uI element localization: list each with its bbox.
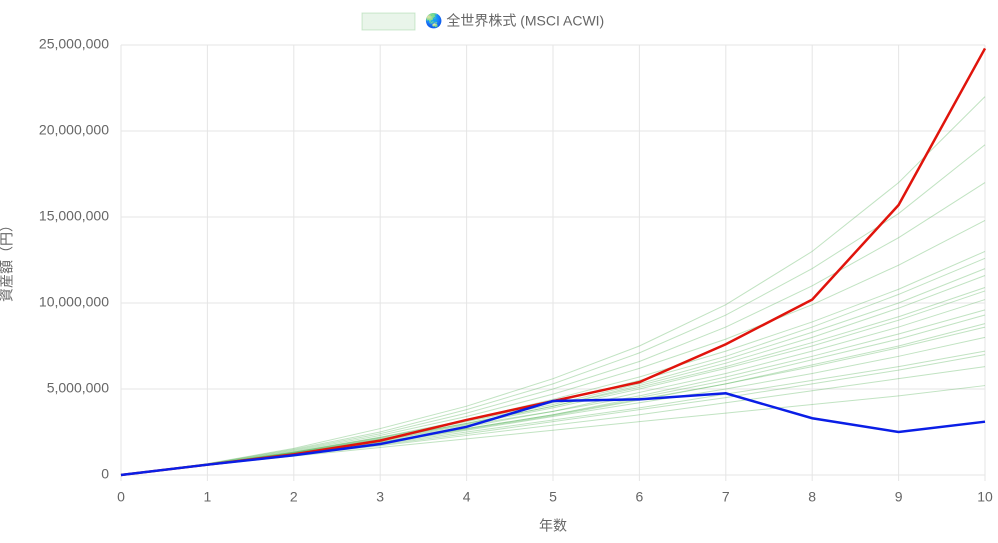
y-axis-title: 資産額（円） <box>0 218 15 302</box>
x-tick-label: 8 <box>808 489 816 505</box>
x-tick-label: 4 <box>463 489 471 505</box>
x-tick-label: 2 <box>290 489 298 505</box>
series-line <box>120 250 986 476</box>
y-tick-label: 0 <box>101 466 109 482</box>
x-tick-label: 5 <box>549 489 557 505</box>
y-tick-label: 25,000,000 <box>39 36 109 52</box>
series-line <box>120 96 986 476</box>
x-tick-label: 0 <box>117 489 125 505</box>
series-line <box>120 268 986 476</box>
x-tick-label: 6 <box>636 489 644 505</box>
series-line <box>120 257 986 476</box>
x-tick-label: 1 <box>204 489 212 505</box>
x-tick-label: 9 <box>895 489 903 505</box>
x-tick-label: 7 <box>722 489 730 505</box>
legend-label[interactable]: 🌏 全世界株式 (MSCI ACWI) <box>425 13 604 30</box>
y-tick-label: 5,000,000 <box>47 380 109 396</box>
series-line <box>120 144 986 476</box>
y-tick-label: 15,000,000 <box>39 208 109 224</box>
series-line <box>120 392 986 477</box>
y-tick-label: 20,000,000 <box>39 122 109 138</box>
x-tick-label: 10 <box>977 489 993 505</box>
y-tick-label: 10,000,000 <box>39 294 109 310</box>
legend-swatch[interactable] <box>361 12 416 31</box>
series-line <box>120 219 986 476</box>
x-tick-label: 3 <box>376 489 384 505</box>
x-axis-title: 年数 <box>539 518 567 534</box>
